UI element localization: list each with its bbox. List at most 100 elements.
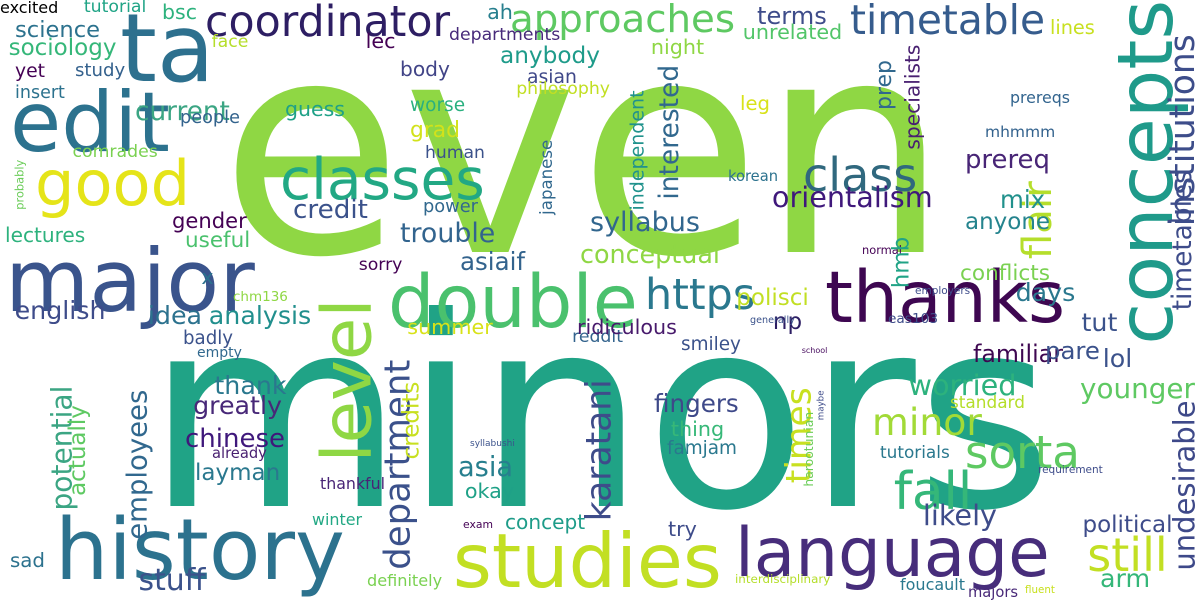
word-syllabushi: syllabushi bbox=[470, 438, 515, 449]
word-ta: ta bbox=[120, 0, 215, 104]
word-summer: summer bbox=[407, 314, 493, 339]
word-harootunian: harootunian bbox=[801, 412, 817, 487]
word-eas103: eas103 bbox=[888, 311, 939, 328]
word-leg: leg bbox=[740, 92, 770, 116]
word-face: face bbox=[211, 31, 249, 52]
word-chinese: chinese bbox=[185, 424, 286, 454]
word-familiar: familiar bbox=[973, 339, 1063, 368]
word-trouble: trouble bbox=[400, 218, 496, 250]
word-credits: credits bbox=[398, 381, 425, 459]
word-body: body bbox=[400, 56, 450, 81]
word-probably: probably bbox=[12, 160, 27, 210]
word-interdisciplinary: interdisciplinary bbox=[735, 571, 831, 586]
word-anyone: anyone bbox=[965, 209, 1051, 235]
word-generally: generally bbox=[750, 315, 795, 327]
word-winter: winter bbox=[312, 509, 363, 529]
word-maybe: maybe bbox=[816, 390, 827, 420]
word-people: people bbox=[180, 108, 240, 129]
word-conceptual: conceptual bbox=[580, 238, 720, 269]
word-guess: guess bbox=[285, 96, 345, 121]
word-requirement: requirement bbox=[1038, 464, 1103, 477]
word-https: https bbox=[645, 269, 756, 320]
word-credit: credit bbox=[293, 195, 368, 226]
word-minors: minors bbox=[146, 260, 1054, 569]
word-badly: badly bbox=[183, 327, 234, 349]
word-excited: excited bbox=[0, 0, 59, 17]
word-unrelated: unrelated bbox=[742, 19, 843, 44]
word-smiley: smiley bbox=[681, 333, 741, 355]
word-standard: standard bbox=[950, 392, 1025, 413]
word-fall: fall bbox=[893, 461, 973, 522]
word-timetable: timetable bbox=[850, 0, 1045, 44]
word-undesirable: undesirable bbox=[1167, 399, 1200, 571]
word-arm: arm bbox=[1100, 564, 1151, 594]
word-tut: tut bbox=[1081, 308, 1118, 338]
word-fluent: fluent bbox=[1025, 584, 1055, 597]
word-specialists: specialists bbox=[900, 44, 925, 150]
word-prereqs: prereqs bbox=[1010, 87, 1071, 107]
word-analysis: analysis bbox=[208, 301, 312, 331]
word-worse: worse bbox=[410, 94, 466, 116]
word-employers: employers bbox=[915, 285, 971, 298]
word-concept: concept bbox=[505, 510, 586, 534]
word-sorry: sorry bbox=[358, 254, 403, 275]
word-yet: yet bbox=[15, 60, 46, 82]
word-japanese: japanese bbox=[537, 139, 557, 216]
word-lectures: lectures bbox=[5, 222, 86, 247]
word-lec: lec bbox=[365, 28, 396, 53]
word-even: even bbox=[220, 0, 949, 322]
word-fingers: fingers bbox=[654, 388, 739, 418]
word-try: try bbox=[668, 516, 697, 541]
word-hmb: hmb bbox=[888, 236, 915, 289]
word-stuff: stuff bbox=[138, 563, 206, 598]
word-idea: idea bbox=[147, 301, 203, 331]
word-sorta: sorta bbox=[965, 426, 1080, 479]
word-timetables: timetables bbox=[1166, 169, 1198, 311]
word-useful: useful bbox=[185, 227, 251, 253]
word-approaches: approaches bbox=[510, 0, 736, 42]
word-days: days bbox=[1015, 278, 1076, 308]
word-x: x bbox=[201, 264, 214, 289]
word-level: level bbox=[307, 297, 388, 463]
word-okay: okay bbox=[464, 478, 515, 503]
word-worried: worried bbox=[908, 368, 1017, 403]
word-already: already bbox=[212, 445, 267, 463]
word-mhmmm: mhmmm bbox=[985, 122, 1056, 141]
word-minor: minor bbox=[872, 399, 982, 444]
word-reddit: reddit bbox=[572, 326, 623, 347]
word-tutorials: tutorials bbox=[880, 442, 950, 462]
word-lines: lines bbox=[1050, 16, 1095, 40]
word-majors: majors bbox=[968, 584, 1019, 600]
word-school: school bbox=[801, 346, 828, 355]
word-younger: younger bbox=[1080, 371, 1195, 405]
word-thank: thank bbox=[214, 371, 287, 401]
word-political: political bbox=[1082, 511, 1173, 538]
word-study: study bbox=[75, 60, 126, 81]
word-ridiculous: ridiculous bbox=[577, 315, 677, 340]
word-still: still bbox=[1087, 528, 1168, 582]
word-asian: asian bbox=[527, 66, 577, 88]
word-thankful: thankful bbox=[320, 474, 386, 494]
word-language: language bbox=[735, 513, 1050, 593]
word-studies: studies bbox=[452, 518, 722, 600]
word-science: science bbox=[15, 16, 101, 43]
word-orientalism: orientalism bbox=[771, 180, 933, 215]
word-prep: prep bbox=[872, 59, 898, 111]
word-foucault: foucault bbox=[900, 575, 966, 594]
word-polisci: polisci bbox=[736, 284, 809, 311]
word-likely: likely bbox=[922, 498, 998, 533]
word-np: np bbox=[772, 308, 803, 335]
word-comrades: comrades bbox=[72, 141, 158, 162]
word-famjam: famjam bbox=[667, 437, 737, 459]
word-layman: layman bbox=[195, 459, 281, 486]
word-karatani: karatani bbox=[579, 379, 620, 522]
word-bsc: bsc bbox=[162, 0, 197, 24]
word-terms: terms bbox=[757, 1, 827, 30]
word-syllabus: syllabus bbox=[590, 207, 700, 238]
word-normal: normal bbox=[862, 242, 902, 257]
word-lol: lol bbox=[1102, 344, 1133, 374]
word-exam: exam bbox=[463, 518, 493, 532]
word-current: current bbox=[135, 97, 230, 128]
word-pare: pare bbox=[1045, 335, 1100, 365]
